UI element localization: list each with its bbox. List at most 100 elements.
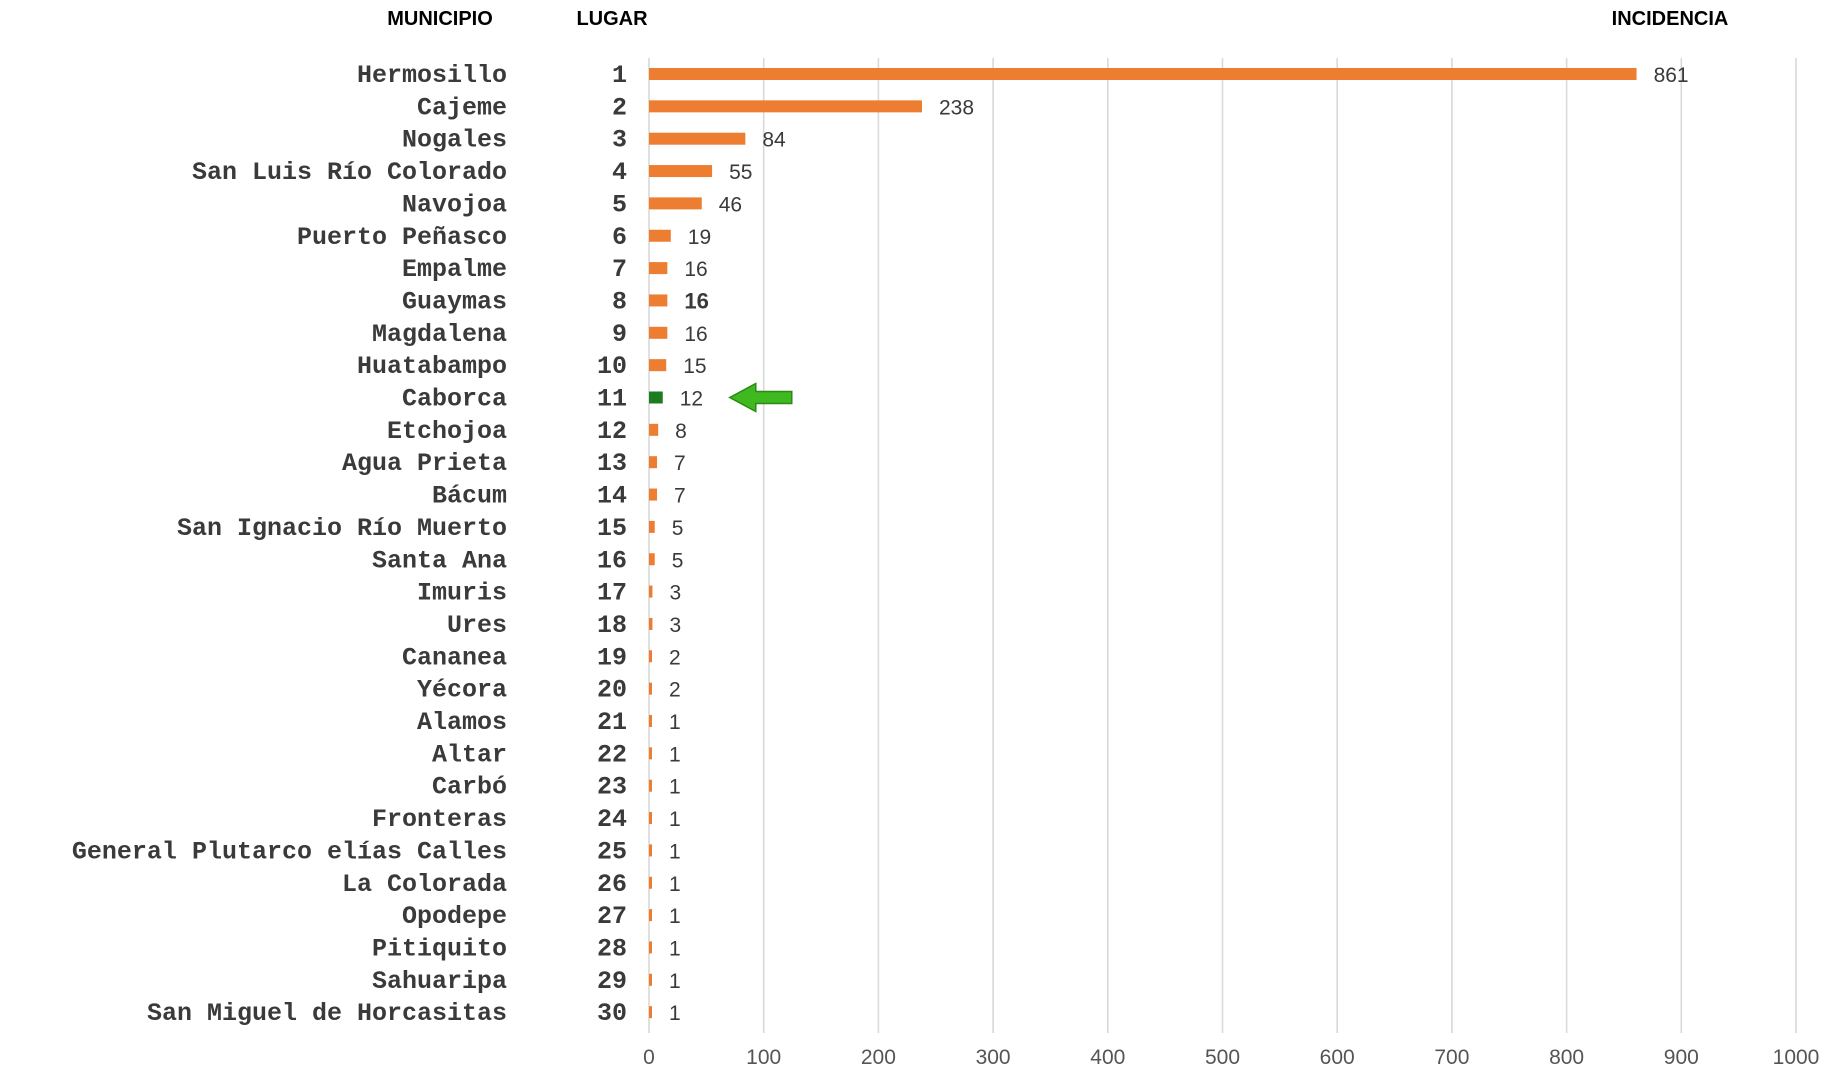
bar <box>649 1006 652 1019</box>
bar <box>649 229 671 242</box>
gridlines <box>648 58 1797 1033</box>
bar <box>649 423 659 436</box>
value-label: 3 <box>669 582 681 605</box>
bar <box>649 132 746 145</box>
chart-row: Guaymas 8 16 <box>402 287 709 316</box>
rank-label: 26 <box>597 870 627 899</box>
value-label: 1 <box>669 873 681 896</box>
value-label: 16 <box>684 323 707 346</box>
value-label: 7 <box>674 452 686 475</box>
value-label: 16 <box>684 288 708 313</box>
value-label: 15 <box>683 355 706 378</box>
rank-label: 25 <box>597 837 627 866</box>
rank-label: 16 <box>597 546 627 575</box>
rank-label: 24 <box>597 805 627 834</box>
municipio-label: San Ignacio Río Muerto <box>177 514 507 543</box>
value-label: 238 <box>939 96 974 119</box>
chart-row: Hermosillo 1 861 <box>357 61 1689 90</box>
value-label: 1 <box>669 905 681 928</box>
bar <box>649 844 652 857</box>
rank-label: 20 <box>597 676 627 705</box>
chart-row: Magdalena 9 16 <box>372 320 708 349</box>
x-tick-label: 300 <box>976 1046 1011 1067</box>
bar <box>649 650 652 663</box>
x-tick-label: 600 <box>1320 1046 1355 1067</box>
municipio-label: Opodepe <box>402 902 507 931</box>
rank-label: 14 <box>597 482 627 511</box>
municipio-label: Pitiquito <box>372 934 507 963</box>
chart-row: San Luis Río Colorado 4 55 <box>192 158 753 187</box>
x-tick-label: 400 <box>1090 1046 1125 1067</box>
bar <box>649 812 652 825</box>
municipio-label: Alamos <box>417 708 507 737</box>
municipio-label: San Miguel de Horcasitas <box>147 999 507 1028</box>
bar <box>649 553 655 566</box>
bar <box>649 197 702 210</box>
municipio-label: Santa Ana <box>372 546 507 575</box>
bar <box>649 520 655 533</box>
value-label: 1 <box>669 970 681 993</box>
bar <box>649 100 922 113</box>
rank-label: 9 <box>612 320 627 349</box>
rank-label: 27 <box>597 902 627 931</box>
bar <box>649 747 652 760</box>
arrow-left-icon <box>728 382 793 413</box>
value-label: 7 <box>674 485 686 508</box>
x-tick-label: 700 <box>1434 1046 1469 1067</box>
municipio-label: Agua Prieta <box>342 449 507 478</box>
value-label: 5 <box>672 517 684 540</box>
chart-row: Santa Ana 16 5 <box>372 546 683 575</box>
x-tick-label: 1000 <box>1773 1046 1820 1067</box>
value-label: 16 <box>684 258 707 281</box>
rank-label: 30 <box>597 999 627 1028</box>
municipio-label: Navojoa <box>402 190 507 219</box>
bar <box>649 262 668 275</box>
header-lugar: LUGAR <box>576 8 648 30</box>
rank-label: 7 <box>612 255 627 284</box>
value-label: 19 <box>688 226 711 249</box>
value-label: 2 <box>669 646 681 669</box>
bar <box>649 391 663 404</box>
chart-row: Caborca 11 12 <box>402 385 703 414</box>
chart-row: Empalme 7 16 <box>402 255 708 284</box>
chart-row: Cajeme 2 238 <box>417 93 974 122</box>
municipio-label: Hermosillo <box>357 61 507 90</box>
bar <box>649 682 652 695</box>
municipio-label: Fronteras <box>372 805 507 834</box>
chart-row: Bácum 14 7 <box>432 482 686 511</box>
x-axis-ticks: 0 100 200 300 400 500 600 700 800 900 1000 <box>643 1046 1819 1067</box>
rank-label: 15 <box>597 514 627 543</box>
value-label: 1 <box>669 743 681 766</box>
value-label: 1 <box>669 937 681 960</box>
municipio-label: Cajeme <box>417 93 507 122</box>
rank-label: 4 <box>612 158 627 187</box>
municipio-label: Altar <box>432 740 507 769</box>
chart-row: Yécora 20 2 <box>417 676 681 705</box>
value-label: 84 <box>762 129 786 152</box>
chart-row: Sahuaripa 29 1 <box>372 967 681 996</box>
rank-label: 28 <box>597 934 627 963</box>
rank-label: 6 <box>612 223 627 252</box>
bar <box>649 779 652 792</box>
bar <box>649 585 653 598</box>
chart-row: Opodepe 27 1 <box>402 902 681 931</box>
rank-label: 22 <box>597 740 627 769</box>
chart-row: Navojoa 5 46 <box>402 190 742 219</box>
municipio-label: Cananea <box>402 643 507 672</box>
municipio-label: San Luis Río Colorado <box>192 158 507 187</box>
bar <box>649 294 668 307</box>
header-incidencia: INCIDENCIA <box>1612 8 1729 30</box>
municipio-label: Carbó <box>432 773 507 802</box>
rank-label: 12 <box>597 417 627 446</box>
x-tick-label: 200 <box>861 1046 896 1067</box>
value-label: 5 <box>672 549 684 572</box>
bar <box>649 165 713 178</box>
chart-row: Etchojoa 12 8 <box>387 417 687 446</box>
rank-label: 21 <box>597 708 627 737</box>
x-tick-label: 800 <box>1549 1046 1584 1067</box>
rank-label: 10 <box>597 352 627 381</box>
chart-row: San Miguel de Horcasitas 30 1 <box>147 999 681 1028</box>
bar <box>649 68 1637 80</box>
chart-row: General Plutarco elías Calles 25 1 <box>72 837 681 866</box>
